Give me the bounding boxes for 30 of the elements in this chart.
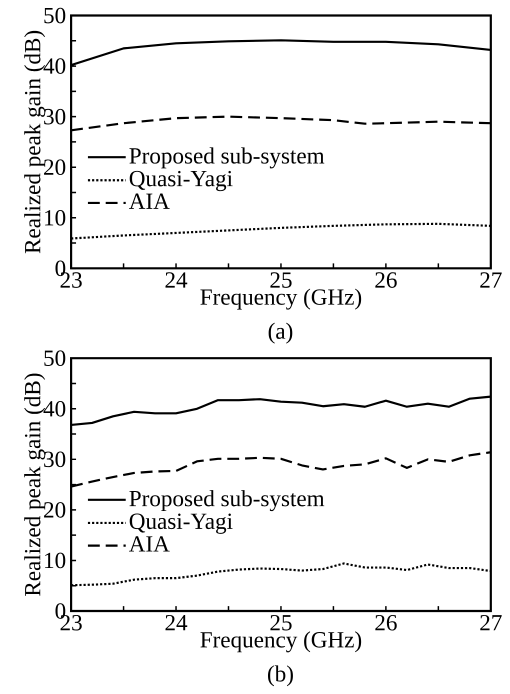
y-tick-label: 20 — [44, 502, 66, 518]
y-tick-label: 50 — [44, 8, 66, 24]
y-tick-label: 40 — [43, 400, 66, 417]
x-tick-label: 26 — [375, 614, 397, 631]
legend-label: AIA — [128, 536, 170, 552]
y-axis-title: Realized peak gain (dB) — [24, 30, 46, 254]
legend-label: Quasi-Yagi — [130, 170, 233, 192]
y-tick-label: 50 — [44, 350, 66, 366]
y-tick-label: 30 — [44, 452, 66, 468]
y-tick-label: 30 — [44, 108, 66, 124]
x-tick-label: 27 — [480, 614, 502, 630]
text: (a) — [268, 322, 292, 344]
x-tick-label: 26 — [375, 272, 397, 288]
x-axis-title: Frequency (GHz) — [200, 288, 362, 310]
x-tick-label: 25 — [270, 272, 292, 288]
x-tick-label: 25 — [270, 614, 292, 631]
y-tick-label: 10 — [45, 210, 66, 226]
legend-label: Quasi-Yagi — [130, 514, 233, 534]
y-tick-label: 10 — [45, 552, 66, 568]
x-tick-label: 24 — [165, 614, 188, 630]
legend-label: Proposed sub-system — [129, 490, 324, 512]
x-tick-label: 27 — [480, 272, 502, 288]
x-axis-title: Frequency (GHz) — [200, 631, 362, 652]
y-tick-label: 20 — [44, 159, 66, 176]
text: (b) — [268, 665, 293, 686]
x-tick-label: 24 — [165, 272, 188, 288]
y-axis-title: Realized peak gain (dB) — [24, 374, 46, 596]
legend-label: AIA — [128, 194, 170, 209]
legend-label: Proposed sub-system — [129, 147, 324, 168]
y-tick-label: 40 — [43, 58, 66, 74]
